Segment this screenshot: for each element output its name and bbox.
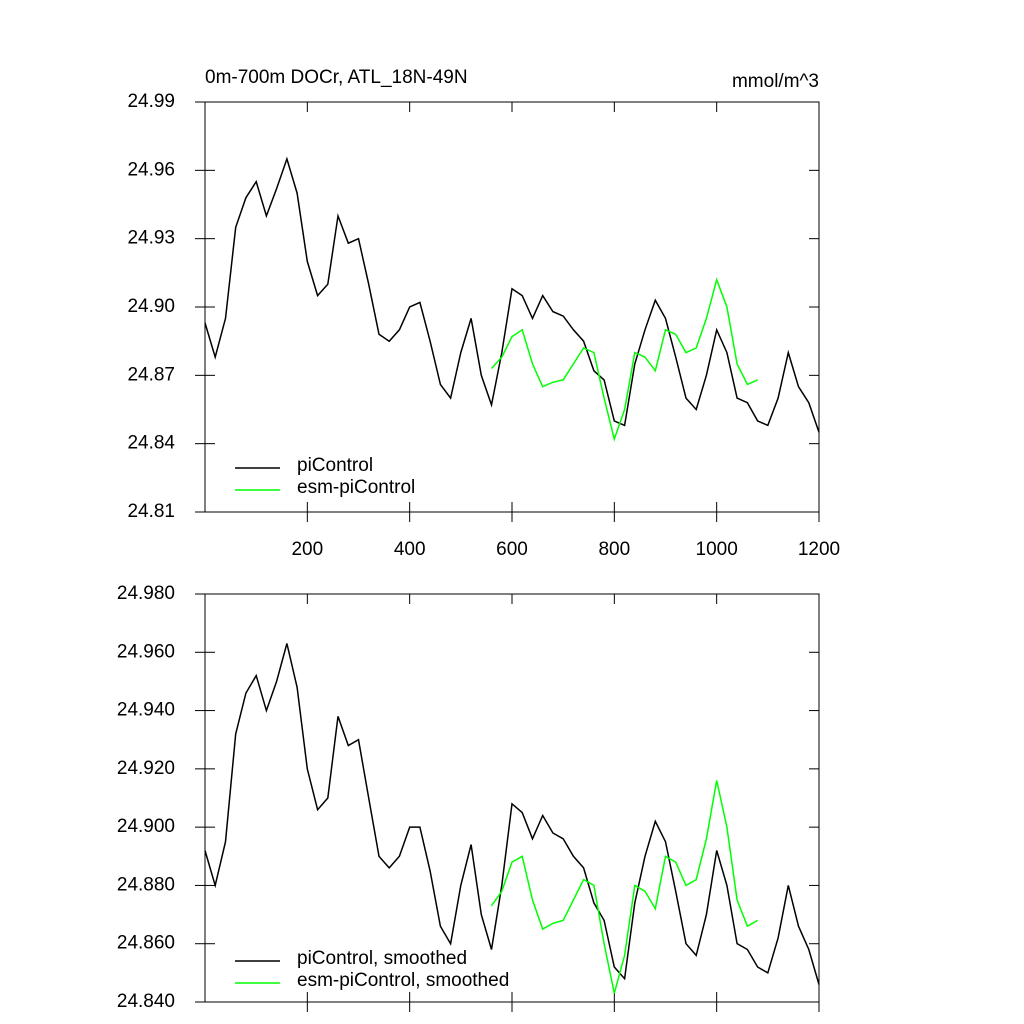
y-tick-label: 24.940 [117, 700, 175, 721]
units-label: mmol/m^3 [732, 71, 819, 92]
y-tick-label: 24.84 [127, 433, 175, 454]
legend-label: esm-piControl [297, 477, 415, 498]
data-line [490, 277, 758, 442]
data-line [204, 156, 820, 433]
x-tick-label: 600 [496, 539, 528, 560]
plot-frame [204, 593, 820, 1003]
x-tick-label: 200 [291, 539, 323, 560]
x-tick-label: 1000 [696, 539, 738, 560]
y-tick-label: 24.90 [127, 296, 175, 317]
y-tick-label: 24.93 [127, 228, 175, 249]
legend-label: esm-piControl, smoothed [297, 970, 509, 991]
y-tick-label: 24.900 [117, 816, 175, 837]
y-tick-label: 24.96 [127, 159, 175, 180]
y-tick-label: 24.880 [117, 874, 175, 895]
legend-label: piControl, smoothed [297, 948, 467, 969]
y-tick-label: 24.840 [117, 991, 175, 1012]
y-tick-label: 24.960 [117, 641, 175, 662]
x-tick-label: 1200 [798, 539, 840, 560]
data-line [204, 643, 820, 985]
data-line [490, 780, 758, 994]
y-tick-label: 24.980 [117, 583, 175, 604]
y-tick-label: 24.87 [127, 364, 175, 385]
y-tick-label: 24.81 [127, 501, 175, 522]
y-tick-label: 24.99 [127, 91, 175, 112]
chart-title: 0m-700m DOCr, ATL_18N-49N [205, 67, 468, 88]
legend-label: piControl [297, 455, 373, 476]
x-tick-label: 400 [394, 539, 426, 560]
y-tick-label: 24.920 [117, 758, 175, 779]
y-tick-label: 24.860 [117, 933, 175, 954]
x-tick-label: 800 [598, 539, 630, 560]
